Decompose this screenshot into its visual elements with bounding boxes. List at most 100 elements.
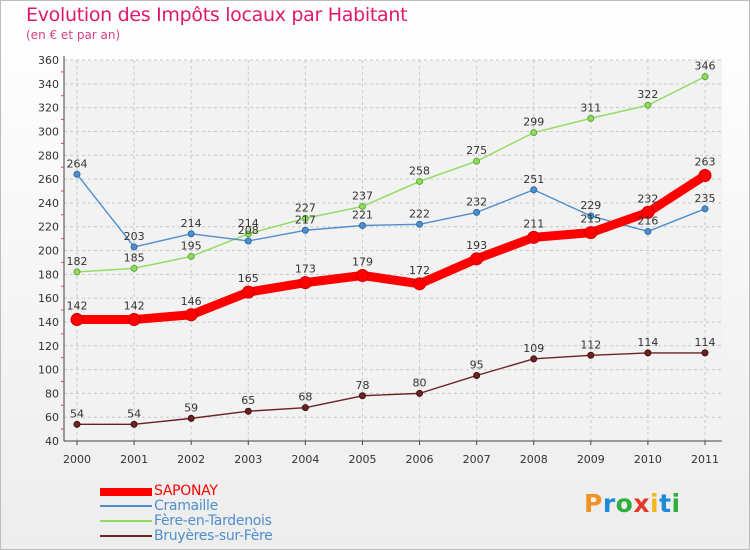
data-point: [73, 170, 81, 178]
series-line-2: [76, 75, 706, 273]
x-tick-label: 2004: [291, 453, 319, 466]
data-point: [130, 243, 138, 251]
data-label: 54: [70, 407, 84, 420]
data-point: [698, 168, 712, 182]
data-point: [73, 420, 81, 428]
data-point: [416, 177, 424, 185]
x-tick-label: 2006: [406, 453, 434, 466]
data-label: 232: [466, 195, 487, 208]
data-label: 211: [523, 217, 544, 230]
y-tick-label: 320: [38, 102, 59, 115]
chart-title: Evolution des Impôts locaux par Habitant: [26, 4, 408, 26]
data-label: 275: [466, 144, 487, 157]
data-point: [584, 226, 598, 240]
proxiti-logo: Proxiti: [584, 489, 681, 518]
data-point: [644, 227, 652, 235]
data-label: 65: [241, 394, 255, 407]
data-label: 172: [409, 264, 430, 277]
data-point: [184, 308, 198, 322]
data-label: 165: [238, 272, 259, 285]
legend-label: SAPONAY: [154, 483, 218, 499]
data-point: [187, 230, 195, 238]
data-label: 179: [352, 256, 373, 269]
data-point: [473, 157, 481, 165]
data-point: [416, 389, 424, 397]
y-tick-label: 120: [38, 340, 59, 353]
data-label: 68: [298, 391, 312, 404]
data-label: 95: [470, 359, 484, 372]
data-point: [701, 349, 709, 357]
legend-swatch: [100, 505, 152, 507]
data-label: 216: [637, 214, 658, 227]
data-label: 214: [181, 217, 202, 230]
data-point: [70, 313, 84, 327]
data-label: 346: [695, 60, 716, 73]
data-point: [470, 252, 484, 266]
data-point: [701, 73, 709, 81]
data-point: [127, 313, 141, 327]
data-point: [587, 114, 595, 122]
logo-letter: i: [671, 489, 681, 518]
data-point: [187, 414, 195, 422]
data-point: [241, 285, 255, 299]
legend-label: Cramaille: [154, 498, 218, 514]
x-tick-label: 2002: [177, 453, 205, 466]
data-label: 258: [409, 164, 430, 177]
y-tick-label: 340: [38, 78, 59, 91]
data-point: [187, 252, 195, 260]
data-point: [413, 277, 427, 291]
data-point: [644, 101, 652, 109]
data-label: 322: [637, 88, 658, 101]
data-point: [244, 230, 252, 238]
y-tick-label: 60: [45, 411, 59, 424]
data-point: [644, 349, 652, 357]
x-tick-label: 2009: [577, 453, 605, 466]
data-label: 264: [67, 157, 88, 170]
data-label: 173: [295, 263, 316, 276]
data-label: 229: [580, 199, 601, 212]
data-label: 311: [580, 101, 601, 114]
y-tick-label: 360: [38, 54, 59, 67]
data-point: [358, 221, 366, 229]
y-tick-label: 80: [45, 387, 59, 400]
data-label: 263: [695, 155, 716, 168]
legend-swatch: [100, 520, 152, 522]
data-label: 54: [127, 407, 141, 420]
y-tick-label: 300: [38, 125, 59, 138]
data-point: [587, 212, 595, 220]
data-label: 114: [637, 336, 658, 349]
x-tick-label: 2000: [63, 453, 91, 466]
logo-letter: o: [615, 489, 634, 518]
data-point: [298, 276, 312, 290]
legend-swatch: [100, 535, 152, 537]
data-point: [244, 407, 252, 415]
data-label: 217: [295, 213, 316, 226]
y-tick-label: 40: [45, 435, 59, 448]
data-point: [358, 392, 366, 400]
data-point: [530, 129, 538, 137]
logo-letter: t: [659, 489, 672, 518]
data-point: [130, 420, 138, 428]
data-point: [587, 351, 595, 359]
y-tick-label: 260: [38, 173, 59, 186]
data-label: 203: [124, 230, 145, 243]
y-tick-label: 200: [38, 245, 59, 258]
data-label: 185: [124, 251, 145, 264]
series-line-1: [76, 173, 706, 248]
data-label: 59: [184, 401, 198, 414]
data-label: 235: [695, 192, 716, 205]
x-tick-label: 2003: [234, 453, 262, 466]
data-label: 214: [238, 217, 259, 230]
data-label: 109: [523, 342, 544, 355]
data-point: [358, 202, 366, 210]
series-line-3: [76, 352, 706, 426]
x-tick-label: 2001: [120, 453, 148, 466]
data-label: 232: [637, 192, 658, 205]
y-tick-label: 220: [38, 221, 59, 234]
x-tick-label: 2010: [634, 453, 662, 466]
y-tick-label: 240: [38, 197, 59, 210]
data-label: 142: [124, 300, 145, 313]
chart-subtitle: (en € et par an): [26, 28, 121, 42]
x-tick-label: 2008: [520, 453, 548, 466]
data-point: [301, 226, 309, 234]
